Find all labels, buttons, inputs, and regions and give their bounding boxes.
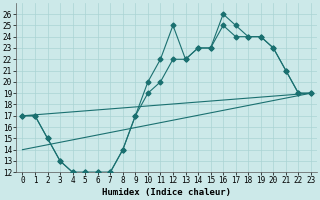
X-axis label: Humidex (Indice chaleur): Humidex (Indice chaleur) <box>102 188 231 197</box>
